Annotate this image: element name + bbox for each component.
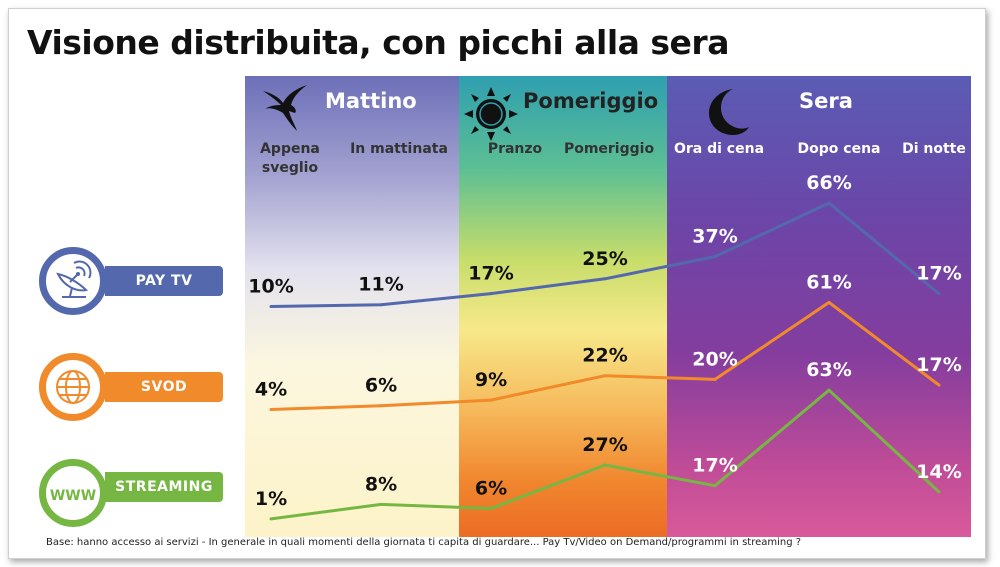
data-point-svod	[489, 398, 493, 402]
sun-icon	[464, 87, 518, 141]
legend-badge-streaming: STREAMING	[105, 472, 223, 502]
legend-badge-svod: SVOD	[105, 372, 223, 402]
data-point-svod	[937, 383, 941, 387]
data-label-streaming: 27%	[582, 434, 627, 456]
data-label-streaming: 63%	[806, 359, 851, 381]
data-point-pay-tv	[827, 201, 831, 205]
data-label-pay-tv: 66%	[806, 172, 851, 194]
slot-label-pranzo: Pranzo	[487, 141, 543, 157]
data-label-streaming: 14%	[916, 461, 961, 483]
data-point-streaming	[827, 388, 831, 392]
pay-tv-icon-circle	[39, 247, 107, 315]
data-point-pay-tv	[603, 277, 607, 281]
data-point-pay-tv	[713, 255, 717, 259]
slot-label-ora-di-cena: Ora di cena	[673, 141, 765, 157]
data-label-svod: 9%	[475, 369, 507, 391]
data-point-streaming	[713, 484, 717, 488]
slot-label-in-mattinata: In mattinata	[350, 141, 448, 157]
data-point-streaming	[379, 502, 383, 506]
data-label-streaming: 6%	[475, 478, 507, 500]
data-label-pay-tv: 17%	[916, 263, 961, 285]
period-label-mattino: Mattino	[325, 89, 417, 113]
data-point-pay-tv	[269, 305, 273, 308]
data-label-pay-tv: 11%	[358, 274, 403, 296]
slot-label-dopo-cena: Dopo cena	[797, 141, 881, 157]
globe-icon	[56, 370, 90, 404]
period-panel-pomeriggio	[459, 76, 667, 537]
data-point-streaming	[489, 507, 493, 510]
slot-label-di-notte: Di notte	[902, 141, 966, 157]
slot-label-appena-sveglio: Appena sveglio	[260, 141, 320, 176]
data-label-streaming: 1%	[255, 488, 287, 510]
data-label-svod: 22%	[582, 345, 627, 367]
data-point-svod	[379, 404, 383, 408]
swallow-bird-icon	[263, 85, 307, 131]
infographic-frame: Visione distribuita, con picchi alla ser…	[8, 8, 986, 559]
data-label-svod: 17%	[916, 354, 961, 376]
data-label-pay-tv: 10%	[248, 276, 293, 298]
data-label-svod: 6%	[365, 375, 397, 397]
period-label-pomeriggio: Pomeriggio	[523, 89, 659, 113]
streaming-icon-circle: WWW	[39, 459, 107, 527]
data-label-svod: 4%	[255, 379, 287, 401]
data-point-streaming	[269, 517, 273, 521]
footnote: Base: hanno accesso ai servizi - In gene…	[46, 537, 802, 548]
svg-text:WWW: WWW	[50, 488, 96, 504]
svod-icon-circle	[39, 353, 107, 421]
data-point-svod	[827, 300, 831, 304]
data-point-pay-tv	[489, 292, 493, 296]
data-label-pay-tv: 17%	[468, 263, 513, 285]
data-label-svod: 61%	[806, 271, 851, 293]
data-point-svod	[603, 374, 607, 378]
data-point-svod	[269, 408, 273, 411]
legend-badge-pay-tv: PAY TV	[105, 266, 223, 296]
data-label-svod: 20%	[692, 348, 737, 370]
data-point-streaming	[937, 490, 941, 494]
data-label-pay-tv: 25%	[582, 248, 627, 270]
crescent-moon-icon	[709, 89, 749, 135]
www-icon: WWW	[50, 488, 96, 504]
data-point-pay-tv	[937, 292, 941, 296]
chart-title: Visione distribuita, con picchi alla ser…	[27, 23, 729, 62]
satellite-dish-icon	[56, 260, 92, 298]
data-point-pay-tv	[379, 303, 383, 307]
period-label-sera: Sera	[799, 89, 853, 113]
data-label-streaming: 8%	[365, 473, 397, 495]
data-point-streaming	[603, 463, 607, 467]
data-label-streaming: 17%	[692, 455, 737, 477]
data-point-svod	[713, 377, 717, 381]
period-panel-sera	[667, 76, 971, 537]
data-label-pay-tv: 37%	[692, 226, 737, 248]
slot-label-pomeriggio: Pomeriggio	[563, 141, 655, 157]
line-chart: 10% 11% 17% 25% 37% 66% 17% 4% 6% 9% 22% 20% 61% 17% 1…	[248, 172, 962, 521]
